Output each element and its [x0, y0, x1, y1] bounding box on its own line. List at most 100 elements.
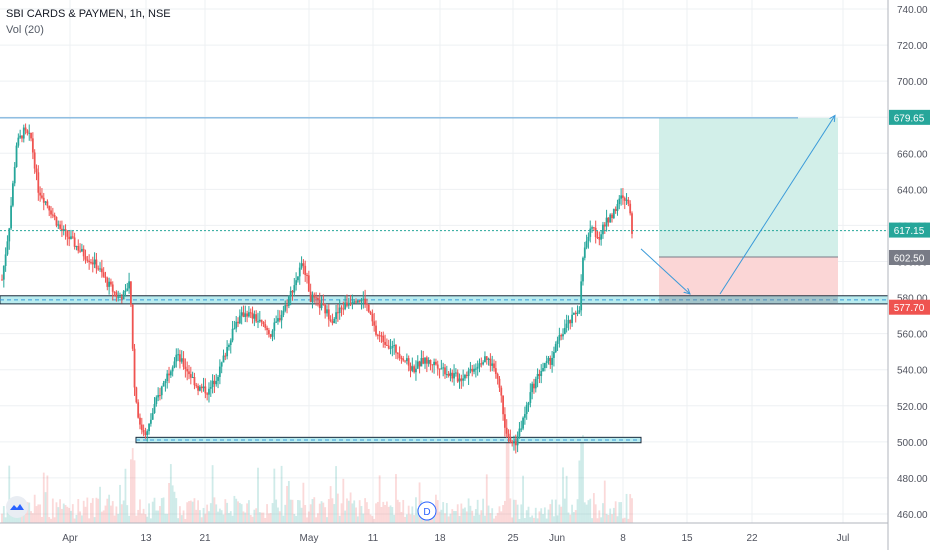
candle-body	[415, 368, 417, 373]
volume-bar	[246, 503, 249, 523]
x-tick-label: 8	[620, 533, 626, 544]
candle-body	[576, 312, 579, 315]
candle-body	[6, 241, 9, 255]
volume-bar	[520, 504, 523, 523]
candle-body	[193, 377, 196, 386]
candle-body	[188, 371, 190, 375]
candle-body	[425, 357, 428, 364]
volume-bar	[623, 517, 626, 523]
volume-bar	[556, 515, 559, 523]
candle-body	[66, 230, 69, 237]
candle-body	[21, 135, 23, 139]
candle-body	[500, 387, 503, 396]
volume-bar	[153, 497, 156, 523]
volume-bar	[195, 509, 198, 523]
candle-body	[369, 311, 372, 314]
candle-body	[153, 403, 156, 414]
volume-bar	[226, 502, 229, 523]
volume-bar	[507, 434, 510, 523]
candle-body	[384, 341, 386, 345]
volume-bar	[404, 516, 406, 523]
volume-bar	[474, 509, 477, 523]
volume-bar	[440, 509, 443, 523]
volume-bar	[55, 502, 58, 523]
candle-body	[623, 197, 626, 201]
candle-body	[197, 385, 199, 391]
volume-bar	[398, 502, 401, 523]
candle-body	[30, 132, 32, 139]
volume-bar	[445, 503, 448, 523]
candle-body	[119, 296, 121, 298]
overlays: D	[0, 115, 888, 521]
candle-body	[411, 366, 414, 371]
candle-body	[186, 369, 189, 372]
candle-body	[578, 310, 581, 313]
volume-bar	[284, 504, 287, 523]
candle-body	[545, 360, 548, 364]
volume-bar	[534, 507, 537, 523]
volume-bar	[280, 465, 283, 523]
candle-body	[440, 368, 443, 370]
candle-body	[502, 395, 504, 415]
candle-body	[88, 260, 91, 263]
volume-bar	[257, 467, 259, 523]
volume-bar	[612, 507, 615, 523]
volume-bar	[106, 498, 109, 523]
candle-body	[48, 205, 51, 211]
volume-bar	[514, 499, 517, 523]
volume-bar	[563, 498, 566, 523]
candle-body	[451, 372, 454, 379]
candle-body	[10, 205, 12, 229]
x-tick-label: 18	[434, 533, 446, 544]
volume-bar	[322, 502, 325, 523]
volume-bar	[193, 498, 196, 523]
symbol-title[interactable]: SBI CARDS & PAYMEN, 1h, NSE	[6, 8, 171, 20]
volume-bar	[229, 511, 232, 523]
x-tick-label: Jul	[837, 533, 850, 544]
volume-bars	[1, 434, 633, 523]
volume-bar	[340, 503, 343, 523]
candle-body	[543, 363, 546, 369]
volume-bar	[338, 515, 341, 523]
volume-bar	[231, 515, 234, 523]
volume-bar	[542, 514, 544, 523]
candle-body	[240, 312, 243, 316]
volume-bar	[611, 514, 613, 523]
candle-body	[11, 183, 14, 206]
volume-indicator-label[interactable]: Vol (20)	[6, 24, 44, 36]
candle-body	[51, 214, 54, 216]
candle-body	[42, 197, 45, 203]
volume-bar	[19, 514, 22, 523]
candle-body	[238, 315, 241, 324]
candle-body	[318, 299, 321, 309]
y-tick-label: 480.00	[897, 474, 928, 485]
candle-body	[8, 228, 11, 242]
candle-body	[160, 386, 163, 396]
tradingview-cloud-icon[interactable]	[6, 496, 28, 518]
x-tick-label: Apr	[62, 533, 78, 544]
candle-body	[385, 344, 388, 346]
candle-body	[50, 210, 52, 215]
volume-bar	[200, 517, 203, 523]
candle-body	[95, 259, 98, 269]
volume-bar	[607, 514, 610, 523]
volume-bar	[30, 511, 32, 523]
candle-body	[347, 302, 350, 306]
y-tick-label: 700.00	[897, 77, 928, 88]
volume-bar	[380, 506, 383, 523]
volume-bar	[142, 508, 145, 523]
volume-bar	[549, 504, 552, 523]
candle-body	[159, 395, 161, 397]
candle-body	[413, 366, 416, 373]
volume-bar	[238, 502, 241, 523]
volume-bar	[237, 501, 239, 523]
candle-body	[280, 314, 283, 321]
volume-bar	[222, 514, 225, 523]
x-tick-label: 15	[681, 533, 693, 544]
candle-body	[407, 358, 410, 366]
candle-body	[228, 344, 230, 348]
volume-bar	[393, 514, 396, 523]
candle-body	[587, 236, 590, 241]
